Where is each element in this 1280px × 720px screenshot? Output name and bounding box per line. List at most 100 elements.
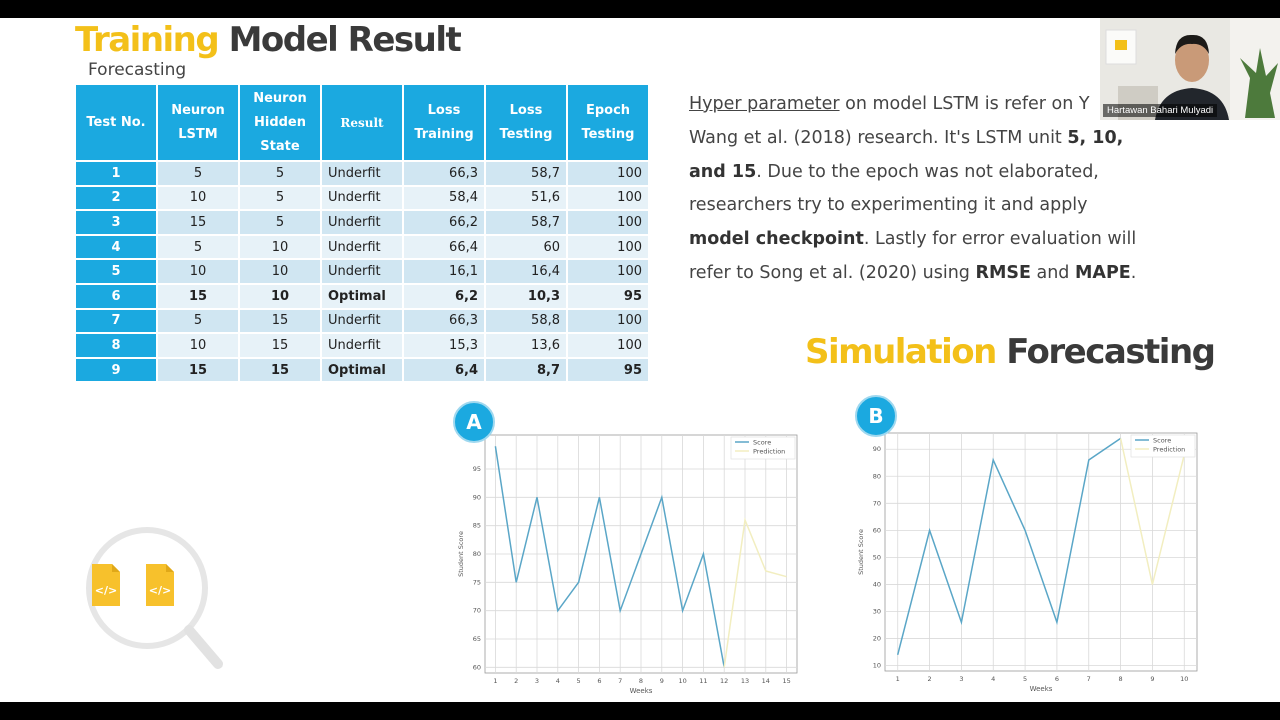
table-cell: 3 [76,209,158,234]
table-cell: 100 [568,258,650,283]
table-cell: 5 [240,184,322,210]
para-text: refer to Song et al. (2020) using [689,262,976,283]
legend-label: Score [753,439,771,447]
y-tick-label: 90 [473,493,481,501]
webcam-scene [1100,18,1280,120]
header-test-no: Test No. [76,85,158,160]
x-tick-label: 3 [535,677,539,685]
x-tick-label: 5 [577,677,581,685]
para-text: . [1130,262,1137,283]
table-cell: 4 [76,233,158,259]
y-tick-label: 20 [873,635,881,643]
chart-b: 1 2 3 4 5 6 7 8 9 10 10 20 30 40 50 60 70 80 90 Weeks Studen… [857,432,1198,691]
table-cell: Optimal [322,356,404,382]
table-cell: Underfit [322,332,404,357]
table-row: 4 5 10 Underfit 66,4 60 100 [76,233,650,259]
table-cell: 15 [240,356,322,382]
slide: Training Model Result Forecasting Test N… [0,18,1280,702]
table-cell: 8,7 [486,356,568,382]
table-cell: 100 [568,307,650,333]
para-text: . Lastly for error evaluation will [863,229,1137,250]
para-bold: and 15 [689,161,757,182]
x-tick-label: 6 [1055,675,1059,683]
webcam-video: Hartawan Bahari Mulyadi [1100,18,1280,120]
table-cell: 60 [486,233,568,259]
table-cell: 100 [568,332,650,357]
table-cell: 5 [158,307,240,333]
table-row: 1 5 5 Underfit 66,3 58,7 100 [76,160,650,185]
page-title: Training Model Result [75,20,462,60]
x-tick-label: 8 [1119,675,1123,683]
table-cell: 100 [568,184,650,210]
table-cell: 16,1 [404,258,486,283]
table-cell: 58,4 [404,184,486,210]
table-cell: 2 [76,184,158,210]
para-text: and [1030,262,1075,283]
x-tick-label: 2 [514,677,518,685]
participant-name: Hartawan Bahari Mulyadi [1103,104,1218,117]
magnifier-icon [86,527,223,669]
table-cell: 66,3 [404,160,486,185]
table-cell: Underfit [322,184,404,210]
table-cell: 10,3 [486,282,568,308]
sim-title-rest: Forecasting [1006,332,1216,372]
x-tick-label: 9 [1150,675,1154,683]
subtitle: Forecasting [88,60,187,80]
para-text: researchers try to experimenting it and … [689,195,1088,216]
y-tick-label: 60 [873,526,881,534]
y-tick-label: 80 [473,550,481,558]
plot-area [884,432,1198,672]
code-file-icon: </> [92,564,120,606]
table-cell: Underfit [322,209,404,234]
table-cell: Underfit [322,258,404,283]
table-cell: 5 [240,160,322,185]
x-tick-label: 1 [493,677,497,685]
x-tick-label: 5 [1023,675,1027,683]
simulation-title: Simulation Forecasting [805,332,1216,372]
x-tick-label: 3 [959,675,963,683]
para-bold: RMSE [975,262,1031,283]
table-row: 2 10 5 Underfit 58,4 51,6 100 [76,184,650,210]
x-tick-label: 13 [741,677,749,685]
para-bold: MAPE [1074,262,1131,283]
table-cell: 6,2 [404,282,486,308]
table-cell: 66,4 [404,233,486,259]
x-tick-label: 4 [556,677,560,685]
header-loss-testing: Loss Testing [486,85,568,160]
hyper-parameter-link[interactable]: Hyper parameter [689,94,840,114]
y-tick-label: 10 [873,662,881,670]
table-cell: 100 [568,233,650,259]
series-line-score [494,446,725,668]
table-cell: 5 [158,233,240,259]
x-tick-label: 10 [1180,675,1188,683]
header-neuron-hidden: Neuron Hidden State [240,85,322,160]
table-row: 5 10 10 Underfit 16,1 16,4 100 [76,258,650,283]
title-rest: Model Result [228,20,462,60]
para-bold: model checkpoint [689,229,864,250]
description-paragraph: Hyper parameter on model LSTM is refer o… [689,88,1159,291]
series-line-score [896,437,1122,655]
chart-a: 1 2 3 4 5 6 7 8 9 10 11 12 13 14 156065707580859095Wee… [457,434,798,693]
series-line-prediction [1119,438,1186,585]
x-tick-label: 7 [1087,675,1091,683]
table-cell: 16,4 [486,258,568,283]
header-result: Result [322,85,404,160]
x-tick-label: 12 [720,677,728,685]
header-epoch-testing: Epoch Testing [568,85,650,160]
table-row: 6 15 10 Optimal 6,2 10,3 95 [76,282,650,308]
table-cell: 6 [76,282,158,308]
para-text: . Due to the epoch was not elaborated, [756,161,1099,182]
x-tick-label: 8 [639,677,643,685]
x-axis-label: Weeks [630,687,653,693]
table-cell: 95 [568,282,650,308]
y-tick-label: 40 [873,580,881,588]
table-cell: 58,8 [486,307,568,333]
header-loss-training: Loss Training [404,85,486,160]
table-cell: 66,3 [404,307,486,333]
x-tick-label: 14 [762,677,770,685]
y-axis-label: Student Score [457,531,465,577]
table-cell: 8 [76,332,158,357]
table-cell: 1 [76,160,158,185]
y-tick-label: 85 [473,522,481,530]
legend-label: Prediction [1153,446,1185,454]
